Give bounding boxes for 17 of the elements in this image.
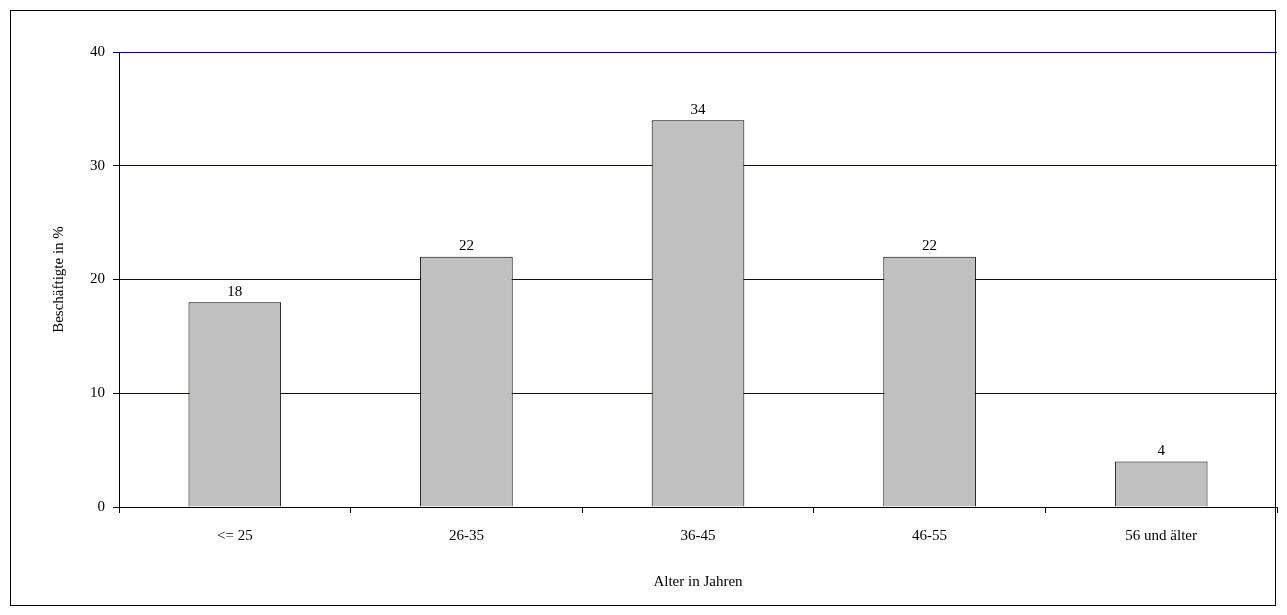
y-axis-title: Beschäftigte in % bbox=[49, 226, 66, 333]
y-tick-label: 40 bbox=[90, 42, 105, 59]
y-tick-label: 20 bbox=[90, 270, 105, 287]
data-label: 4 bbox=[1157, 441, 1166, 458]
x-tick-label: <= 25 bbox=[216, 526, 253, 543]
x-tick-label: 46-55 bbox=[912, 526, 948, 543]
x-tick-label: 26-35 bbox=[448, 526, 484, 543]
y-tick-label: 0 bbox=[97, 497, 105, 514]
data-label: 18 bbox=[227, 282, 243, 299]
y-tick-label: 30 bbox=[90, 156, 105, 173]
x-tick-label: 36-45 bbox=[680, 526, 716, 543]
x-axis-title: Alter in Jahren bbox=[653, 572, 744, 589]
x-tick-label: 56 und älter bbox=[1125, 526, 1198, 543]
data-label: 34 bbox=[690, 100, 706, 117]
data-label: 22 bbox=[922, 237, 938, 254]
data-label: 22 bbox=[458, 237, 474, 254]
y-tick-label: 10 bbox=[90, 384, 105, 401]
